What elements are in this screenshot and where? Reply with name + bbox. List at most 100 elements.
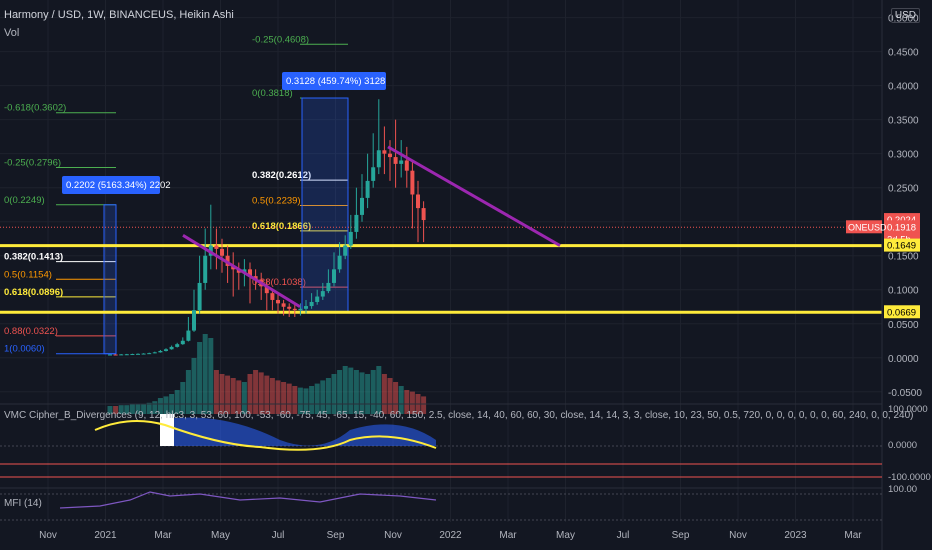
candle-body: [220, 248, 224, 256]
volume-bar: [404, 390, 410, 414]
candle-body: [175, 344, 180, 347]
candle-body: [416, 194, 420, 209]
time-tick: Nov: [39, 530, 57, 541]
candle-body: [141, 353, 146, 355]
candles: [108, 99, 426, 356]
candle-body: [214, 245, 219, 249]
volume-bar: [213, 370, 219, 414]
fib-label: 0.382(0.2612): [252, 170, 311, 181]
measure-box: [103, 204, 117, 355]
candle-body: [309, 301, 314, 307]
candle-body: [365, 180, 370, 198]
volume-bar: [258, 372, 264, 414]
volume-bar: [275, 380, 281, 414]
mfi-indicator-label[interactable]: MFI (14): [4, 498, 42, 509]
price-tick: 0.5000: [888, 14, 919, 25]
candle-body: [264, 286, 269, 294]
volume-bar: [225, 375, 231, 414]
candle-body: [292, 308, 297, 311]
candle-body: [248, 269, 252, 277]
time-tick: Jul: [272, 530, 285, 541]
candle-body: [270, 293, 275, 300]
fib-label: 0.618(0.1866): [252, 221, 311, 232]
vmc-wave: [160, 417, 436, 446]
time-tick: Mar: [499, 530, 517, 541]
time-tick: Mar: [844, 530, 862, 541]
volume-bar: [376, 366, 382, 414]
volume-bar: [129, 404, 135, 414]
price-tick: 0.0500: [888, 320, 919, 331]
candle-body: [180, 340, 185, 345]
price-tick: 0.2500: [888, 184, 919, 195]
measure-label: 0.2202 (5163.34%) 2202: [66, 180, 171, 191]
price-tick: 0.1500: [888, 252, 919, 263]
candle-body: [376, 150, 381, 168]
volume-bar: [309, 386, 315, 414]
candle-body: [298, 308, 303, 311]
candle-body: [130, 354, 135, 356]
volume-bar: [163, 396, 169, 414]
volume-bar: [241, 382, 247, 414]
trendlines: [182, 145, 561, 309]
price-tag-bg: [884, 305, 920, 319]
vmc-tick: -100.0000: [888, 472, 931, 483]
volume-bar: [269, 378, 275, 414]
volume-bar: [185, 370, 191, 414]
candle-body: [343, 245, 348, 256]
candle-body: [281, 303, 286, 307]
candle-body: [276, 299, 280, 304]
volume-bar: [174, 390, 180, 414]
volume-bar: [146, 402, 152, 414]
volume-bar: [152, 401, 158, 414]
time-axis[interactable]: Nov 2021 Mar May Jul Sep Nov 2022 Mar May Jul Sep No…: [39, 530, 862, 541]
candle-body: [108, 354, 112, 356]
time-tick: Jul: [617, 530, 630, 541]
volume-bar: [292, 386, 298, 414]
candle-body: [158, 350, 163, 353]
time-tick: Mar: [154, 530, 172, 541]
candle-body: [326, 282, 331, 292]
volume-bar: [297, 387, 303, 414]
time-tick: Sep: [327, 530, 345, 541]
candle-body: [197, 282, 202, 311]
candle-body: [348, 231, 353, 246]
time-tick: 2022: [439, 530, 462, 541]
volume-bar: [180, 382, 186, 414]
candle-body: [371, 167, 376, 181]
price-tag-bg: [884, 220, 920, 234]
volume-bar: [342, 366, 348, 414]
price-tick: 0.4000: [888, 82, 919, 93]
candle-body: [242, 269, 247, 273]
horizontal-levels: [0, 226, 882, 314]
price-axis[interactable]: 0.50000.45000.40000.35000.30000.25000.20…: [881, 0, 922, 550]
candle-body: [315, 296, 320, 302]
candle-body: [147, 353, 152, 355]
vmc-wave-line: [94, 420, 437, 451]
volume-bar: [348, 367, 354, 414]
volume-label: Vol: [4, 27, 20, 39]
currency-button[interactable]: USD: [890, 8, 920, 23]
volume-bar: [118, 405, 124, 414]
volume-bar: [157, 398, 163, 414]
volume-bar: [398, 386, 404, 414]
volume-bar: [409, 391, 415, 414]
volume-bars: [107, 334, 427, 414]
price-tag: 0.1918: [887, 222, 916, 233]
mfi-line: [59, 491, 437, 509]
price-tick: 0.4500: [888, 48, 919, 59]
measure-box: [301, 97, 349, 313]
volume-bar: [281, 382, 287, 414]
trendline: [182, 234, 301, 309]
candle-body: [399, 160, 404, 164]
fib-label: 0.88(0.1038): [252, 277, 306, 288]
symbol-tag-bg: [846, 220, 882, 234]
candle-body: [360, 197, 364, 215]
mfi-pane: 100.00: [0, 484, 917, 521]
volume-bar: [253, 370, 259, 414]
vmc-indicator-label[interactable]: VMC Cipher_B_Divergences (9, 12, hlc3, 3…: [4, 410, 914, 421]
volume-bar: [303, 388, 309, 414]
volume-bar: [264, 375, 270, 414]
fib-label: 0(0.3818): [252, 88, 293, 99]
candle-body: [320, 291, 325, 297]
